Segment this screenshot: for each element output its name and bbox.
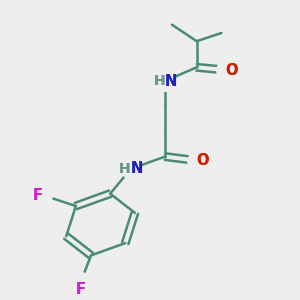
Text: N: N	[131, 161, 143, 176]
Text: O: O	[197, 153, 209, 168]
Text: N: N	[165, 74, 178, 88]
Text: F: F	[76, 282, 86, 297]
Text: N: N	[131, 161, 143, 176]
Text: H: H	[119, 162, 131, 176]
Text: H: H	[154, 74, 165, 88]
Text: N: N	[165, 74, 178, 88]
Text: O: O	[226, 63, 238, 78]
Text: F: F	[76, 282, 86, 297]
Text: H: H	[154, 74, 165, 88]
Text: H: H	[119, 162, 131, 176]
Text: F: F	[32, 188, 42, 202]
Text: O: O	[197, 153, 209, 168]
Text: F: F	[32, 188, 42, 202]
Text: O: O	[226, 63, 238, 78]
